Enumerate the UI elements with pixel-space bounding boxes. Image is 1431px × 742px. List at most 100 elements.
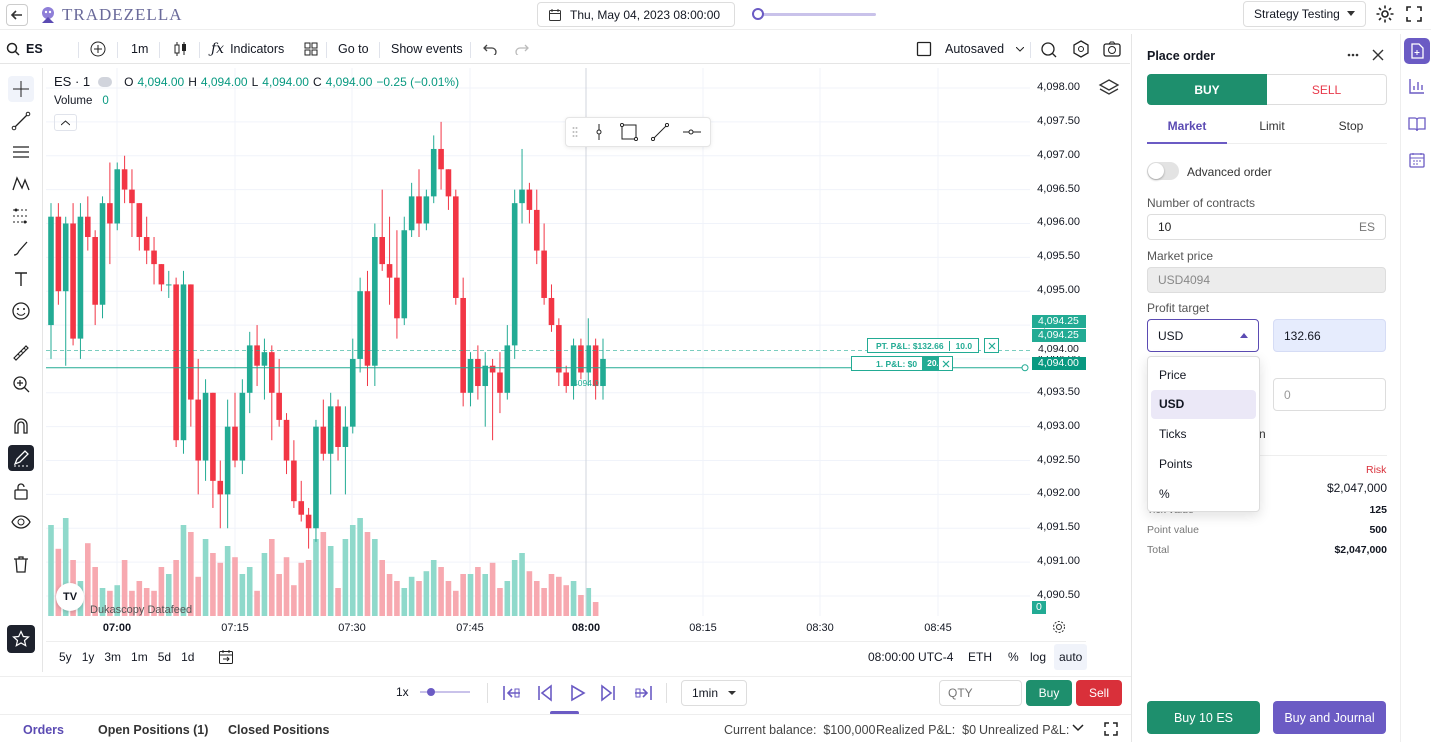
back-button[interactable] (6, 4, 28, 26)
quick-search-icon[interactable] (1040, 34, 1058, 64)
dropdown-option-percent[interactable]: % (1159, 487, 1170, 501)
calendar-icon[interactable] (1409, 152, 1425, 168)
candle-style-icon[interactable] (172, 34, 188, 64)
settings-gear-icon[interactable] (1375, 4, 1395, 24)
tab-closed-positions[interactable]: Closed Positions (228, 723, 330, 737)
eye-tool-icon[interactable] (8, 509, 34, 535)
chevron-down-icon[interactable] (1072, 724, 1084, 732)
jump-to-live-icon[interactable] (633, 683, 653, 703)
entry-line-handle[interactable] (1021, 364, 1029, 372)
quick-buy-button[interactable]: Buy (1026, 680, 1072, 706)
trash-tool-icon[interactable] (8, 551, 34, 577)
zoom-in-tool-icon[interactable] (8, 371, 34, 397)
text-tool-icon[interactable] (8, 266, 34, 292)
redo-icon[interactable] (515, 34, 529, 64)
fib-tool-icon[interactable] (8, 203, 34, 229)
sell-tab[interactable]: SELL (1267, 74, 1387, 105)
stats-chart-icon[interactable] (1409, 78, 1425, 94)
interval-button[interactable]: 1m (131, 42, 149, 56)
contracts-input[interactable]: 10 ES (1147, 214, 1386, 240)
object-tree-layers-icon[interactable] (1098, 78, 1120, 98)
advanced-order-toggle[interactable] (1147, 162, 1179, 180)
tab-orders[interactable]: Orders (23, 723, 64, 737)
magnet-tool-icon[interactable] (8, 413, 34, 439)
trend-line-icon[interactable] (651, 123, 669, 141)
chart-settings-icon[interactable] (1072, 34, 1090, 64)
replay-interval-select[interactable]: 1min (681, 680, 747, 706)
panel-resize-handle[interactable] (550, 711, 579, 715)
quick-sell-button[interactable]: Sell (1076, 680, 1122, 706)
rectangle-icon[interactable] (620, 123, 638, 141)
close-panel-icon[interactable] (1372, 49, 1384, 61)
emoji-tool-icon[interactable] (8, 298, 34, 324)
vertical-line-icon[interactable] (594, 123, 604, 141)
journal-book-icon[interactable] (1408, 116, 1426, 132)
lock-tool-icon[interactable] (8, 478, 34, 504)
dropdown-option-usd[interactable]: USD (1151, 390, 1256, 419)
horizontal-ray-icon[interactable] (682, 127, 702, 137)
more-options-icon[interactable] (1346, 48, 1360, 62)
indicators-button[interactable]: ƒx Indicators (211, 34, 284, 64)
eth-session-toggle[interactable]: ETH (968, 650, 992, 664)
profit-target-unit-select[interactable]: USD (1147, 319, 1259, 352)
stop-loss-input[interactable]: 0 (1273, 378, 1386, 411)
tab-stop[interactable]: Stop (1338, 119, 1364, 133)
range-button-3m[interactable]: 3m (104, 650, 122, 664)
fullscreen-icon[interactable] (1406, 6, 1422, 22)
buy-tab[interactable]: BUY (1147, 74, 1267, 105)
range-button-5d[interactable]: 5d (157, 650, 172, 664)
time-axis[interactable]: 07:00 07:15 07:30 07:45 08:00 08:15 08:30 08:45 (46, 616, 1086, 640)
buy-and-journal-button[interactable]: Buy and Journal (1273, 701, 1386, 734)
jump-to-start-icon[interactable] (502, 683, 522, 703)
crosshair-tool-icon[interactable] (8, 76, 34, 102)
brush-tool-icon[interactable] (8, 235, 34, 261)
range-button-1y[interactable]: 1y (81, 650, 95, 664)
layouts-grid-icon[interactable] (304, 34, 318, 64)
goto-button[interactable]: Go to (338, 42, 369, 56)
quantity-input[interactable] (939, 680, 1022, 706)
position-entry-label[interactable]: 1. P&L: $0 20.0 (851, 356, 950, 371)
buy-contracts-button[interactable]: Buy 10 ES (1147, 701, 1260, 734)
layout-square-icon[interactable] (916, 34, 932, 64)
profit-target-input[interactable]: 132.66 (1273, 319, 1386, 352)
dropdown-option-price[interactable]: Price (1159, 368, 1187, 382)
collapse-legend-button[interactable] (54, 114, 77, 131)
stay-drawing-tool-icon[interactable] (8, 445, 34, 471)
place-order-panel-icon[interactable] (1404, 38, 1430, 64)
log-scale-toggle[interactable]: log (1030, 650, 1047, 664)
replay-date-picker[interactable]: Thu, May 04, 2023 08:00:00 (537, 2, 735, 27)
undo-icon[interactable] (483, 34, 497, 64)
price-axis[interactable]: 4,098.00 4,097.50 4,097.00 4,096.50 4,096.00… (1030, 68, 1086, 616)
cancel-pt-close-icon[interactable] (984, 338, 999, 353)
camera-icon[interactable] (1103, 34, 1121, 64)
trendline-tool-icon[interactable] (8, 108, 34, 134)
date-range-calendar-icon[interactable] (218, 649, 234, 665)
play-icon[interactable] (570, 684, 586, 702)
auto-scale-toggle[interactable]: auto (1054, 644, 1088, 670)
chart-time-zone[interactable]: 08:00:00 UTC-4 (868, 650, 954, 664)
range-button-1m[interactable]: 1m (131, 650, 148, 664)
range-button-5y[interactable]: 5y (59, 650, 72, 664)
dropdown-option-ticks[interactable]: Ticks (1159, 427, 1187, 441)
tab-open-positions[interactable]: Open Positions (1) (98, 723, 209, 737)
expand-panel-icon[interactable] (1104, 722, 1118, 736)
symbol-search[interactable]: ES (6, 34, 43, 64)
show-events-button[interactable]: Show events (391, 42, 463, 56)
ruler-tool-icon[interactable] (8, 340, 34, 366)
favorites-star-icon[interactable] (7, 625, 35, 653)
close-position-close-icon[interactable] (938, 356, 953, 371)
percent-scale-toggle[interactable]: % (1008, 650, 1019, 664)
strategy-select[interactable]: Strategy Testing (1243, 1, 1366, 27)
compare-add-icon[interactable] (90, 34, 106, 64)
step-forward-icon[interactable] (600, 684, 616, 702)
replay-progress-slider[interactable] (752, 8, 876, 20)
axis-settings-gear-icon[interactable] (1052, 620, 1066, 634)
profit-target-order-label[interactable]: PT. P&L: $132.66 10.0 (867, 338, 980, 353)
horizontal-lines-tool-icon[interactable] (8, 139, 34, 165)
step-back-icon[interactable] (537, 684, 553, 702)
pattern-tool-icon[interactable] (8, 171, 34, 197)
drag-handle-icon[interactable] (572, 126, 578, 138)
range-button-1d[interactable]: 1d (181, 650, 195, 664)
tab-limit[interactable]: Limit (1259, 119, 1285, 133)
chart-canvas[interactable] (46, 68, 1086, 640)
